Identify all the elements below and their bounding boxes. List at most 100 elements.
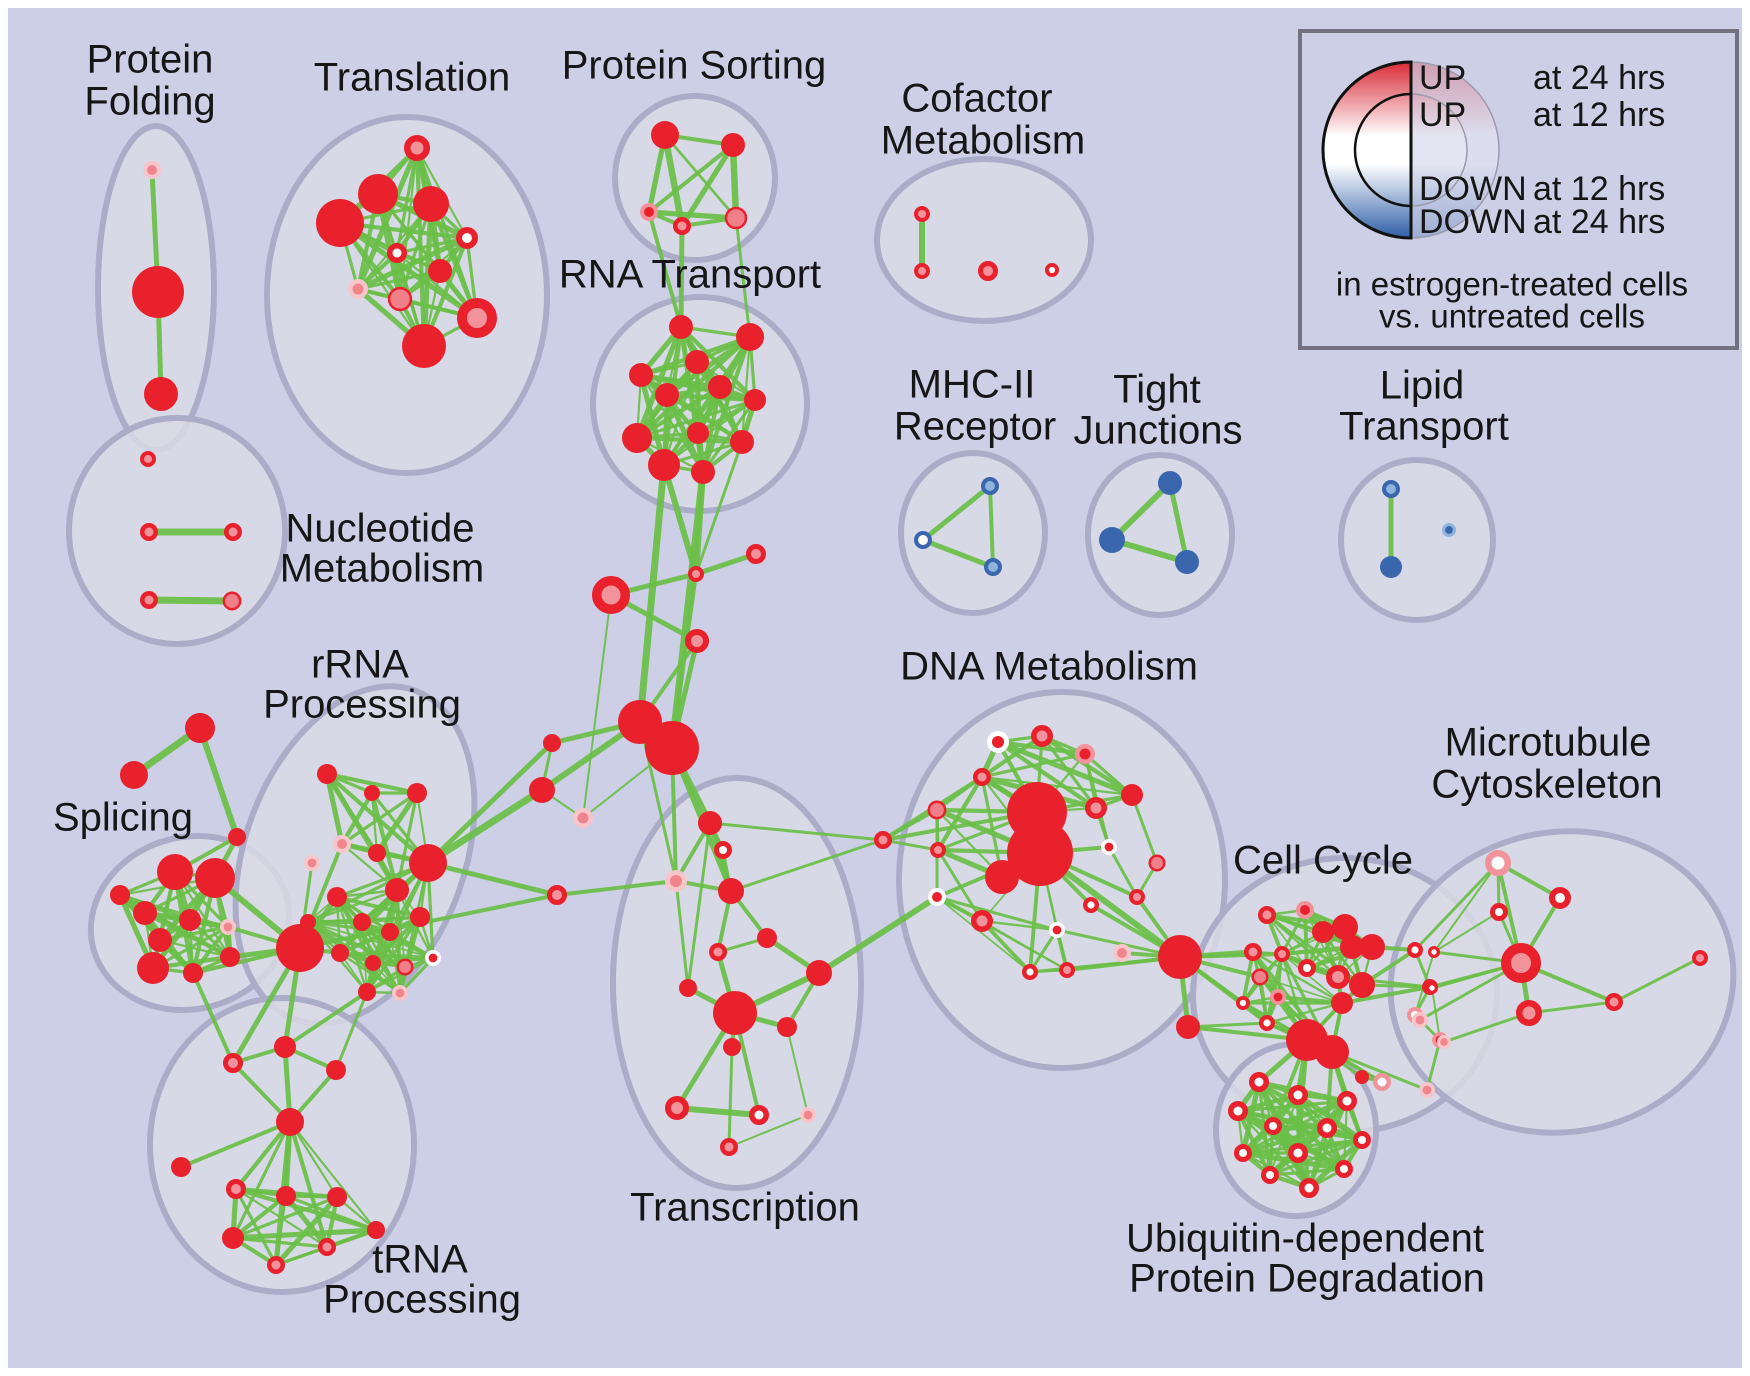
clique-edge-ubiquitin: [1268, 1167, 1346, 1177]
clique-edge-translation: [395, 236, 469, 255]
clique-edge-protein-sorting: [729, 141, 740, 222]
clique-edge-rna-transport: [662, 398, 757, 467]
clique-edge-rrna-b: [338, 951, 435, 960]
network-edge: [1186, 1021, 1269, 1029]
gene-node-116-rw: [749, 1105, 769, 1125]
network-edge: [425, 860, 560, 898]
gene-node-174-rp: [1605, 993, 1623, 1011]
clique-edge-rrna-a: [339, 790, 375, 847]
gene-node-74-r: [364, 785, 380, 801]
network-edge: [728, 1114, 809, 1148]
network-edge: [1433, 862, 1499, 953]
legend-time-label-1: at 12 hrs: [1533, 96, 1665, 134]
network-edge: [334, 990, 369, 1072]
gene-node-46-rp: [140, 523, 158, 541]
network-edge: [1109, 480, 1173, 543]
clique-edge-rrna-b: [307, 921, 434, 959]
clique-edge-dna-c: [936, 896, 1031, 973]
gene-node-106-pp: [664, 869, 687, 892]
gene-node-143-r: [1312, 921, 1334, 943]
network-edge: [283, 990, 369, 1049]
gene-node-65-r: [179, 909, 201, 931]
clique-edge-dna-c: [980, 919, 1032, 974]
gene-node-40-r: [645, 721, 699, 775]
clique-edge-rna-transport: [634, 384, 723, 441]
legend-caption-line-1: vs. untreated cells: [1379, 298, 1645, 335]
clique-edge-trna-ring: [234, 1187, 278, 1267]
gene-node-135-wr: [1049, 921, 1066, 938]
gene-node-34-r: [691, 460, 715, 484]
gene-node-33-r: [648, 449, 680, 481]
gene-node-159-rw: [1406, 942, 1423, 959]
gene-node-86-r: [331, 944, 349, 962]
gene-node-79-r: [409, 844, 447, 882]
gene-node-176-pp: [1436, 1034, 1451, 1049]
gene-node-153-pr: [1270, 988, 1287, 1005]
gene-node-29-r: [744, 389, 766, 411]
gene-node-50-bl: [981, 476, 1000, 495]
cluster-ellipse-tight-junctions: [1085, 452, 1235, 618]
gene-node-72-r: [276, 924, 324, 972]
gene-node-179-rw: [1288, 1085, 1308, 1105]
gene-node-30-r: [622, 423, 652, 453]
gene-node-53-b: [1158, 471, 1182, 495]
gene-node-80-r: [385, 878, 409, 902]
clique-edge-rrna-a: [374, 790, 420, 856]
gene-node-164-pw: [1373, 1073, 1391, 1091]
gene-node-186-rw: [1352, 1130, 1371, 1149]
legend-time-label-3: at 24 hrs: [1533, 203, 1665, 241]
gene-node-16-pr: [640, 202, 659, 221]
network-edge: [786, 1026, 809, 1116]
gene-node-158-r: [1315, 1035, 1349, 1069]
network-edge: [636, 461, 668, 726]
gene-node-73-r: [317, 764, 337, 784]
network-edge: [191, 971, 235, 1065]
gene-node-152-p: [1251, 968, 1269, 986]
clique-edge-trna-ring: [230, 1193, 289, 1241]
gene-node-18-p: [724, 206, 748, 230]
gene-node-140-r: [1158, 935, 1202, 979]
clique-edge-rna-transport: [635, 398, 757, 440]
clique-edge-dna-c: [980, 919, 1059, 932]
clique-edge-dna-a: [980, 775, 1134, 797]
clique-edge-trna-ring: [233, 1119, 293, 1192]
gene-node-85-r: [300, 914, 316, 930]
gene-node-71-r: [110, 885, 130, 905]
cluster-label-ubiquitin-degradation: Ubiquitin-dependent: [1126, 1217, 1484, 1261]
legend-direction-label-1: UP: [1419, 96, 1466, 134]
gene-node-142-pr: [1296, 901, 1315, 920]
gene-node-170-rw: [1428, 946, 1441, 959]
gene-node-169-rw: [1489, 902, 1508, 921]
gene-node-105-rw: [713, 840, 732, 859]
legend-time-label-2: at 12 hrs: [1533, 170, 1665, 208]
gene-node-51-bw: [914, 531, 933, 550]
gene-node-145-r: [1340, 935, 1364, 959]
gene-node-17-rp: [673, 217, 691, 235]
gene-node-14-r: [651, 121, 679, 149]
gene-node-6-r: [413, 186, 449, 222]
network-edge: [1433, 911, 1500, 953]
clique-edge-dna-c: [935, 895, 1059, 932]
network-edge: [1130, 793, 1159, 865]
gene-node-77-pp: [303, 854, 320, 871]
clique-edge-dna-a: [979, 733, 1045, 780]
gene-node-107-r: [718, 878, 744, 904]
gene-node-115-rp: [665, 1096, 689, 1120]
network-edge: [881, 808, 939, 842]
gene-node-168-rw: [1549, 887, 1572, 910]
gene-node-38-rp: [685, 629, 709, 653]
gene-node-27-r: [655, 383, 679, 407]
legend-inner-left-half: [1353, 92, 1413, 208]
clique-edge-trna-ring: [288, 1120, 378, 1232]
network-edge: [1527, 1000, 1616, 1015]
network-edge: [678, 223, 685, 330]
clique-edge-rrna-b: [335, 895, 422, 919]
network-edge: [555, 879, 678, 897]
network-edge: [816, 894, 940, 976]
network-edge: [708, 821, 885, 842]
clique-edge-rrna-b: [338, 915, 422, 955]
gene-node-83-r: [381, 923, 399, 941]
gene-node-60-r: [120, 761, 148, 789]
clique-edge-rna-transport: [700, 384, 723, 475]
